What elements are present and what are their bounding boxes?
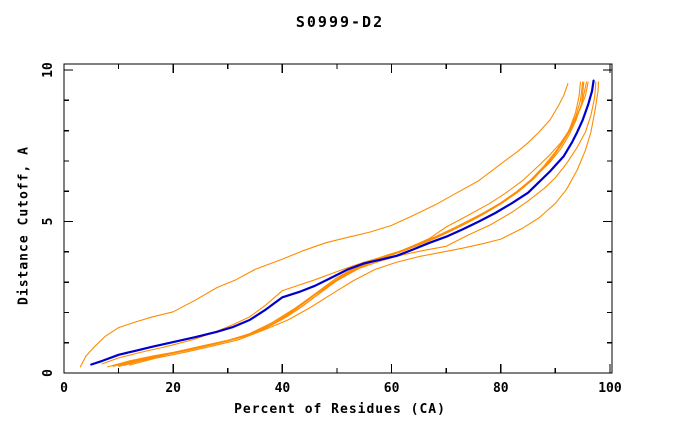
series-model-orange-5 xyxy=(118,81,588,367)
y-tick-label: 10 xyxy=(41,62,56,78)
x-tick-label: 60 xyxy=(384,381,400,396)
series-model-orange-8-lowest xyxy=(128,81,600,366)
x-tick-label: 40 xyxy=(275,381,291,396)
x-tick-labels: 0 20 40 60 80 100 xyxy=(60,381,622,396)
series-model-orange-6 xyxy=(123,81,589,366)
series-model-orange-top xyxy=(79,83,569,368)
x-tick-label: 100 xyxy=(598,381,622,396)
x-axis-label: Percent of Residues (CA) xyxy=(234,402,446,417)
series-model-orange-7 xyxy=(118,81,597,367)
chart-title: S0999-D2 xyxy=(295,13,385,31)
axes-box xyxy=(63,63,613,374)
y-tick-labels: 0 5 10 xyxy=(41,62,56,377)
series-model-blue-highlight xyxy=(90,79,595,366)
y-tick-label: 5 xyxy=(41,218,56,226)
series-model-orange-4 xyxy=(112,81,585,367)
x-tick-label: 0 xyxy=(60,381,68,396)
x-tick-label: 80 xyxy=(493,381,509,396)
y-tick-label: 0 xyxy=(41,369,56,377)
x-tick-label: 20 xyxy=(165,381,181,396)
series-model-orange-3 xyxy=(107,81,582,368)
series-model-orange-2 xyxy=(101,81,584,365)
ticks xyxy=(63,64,612,374)
